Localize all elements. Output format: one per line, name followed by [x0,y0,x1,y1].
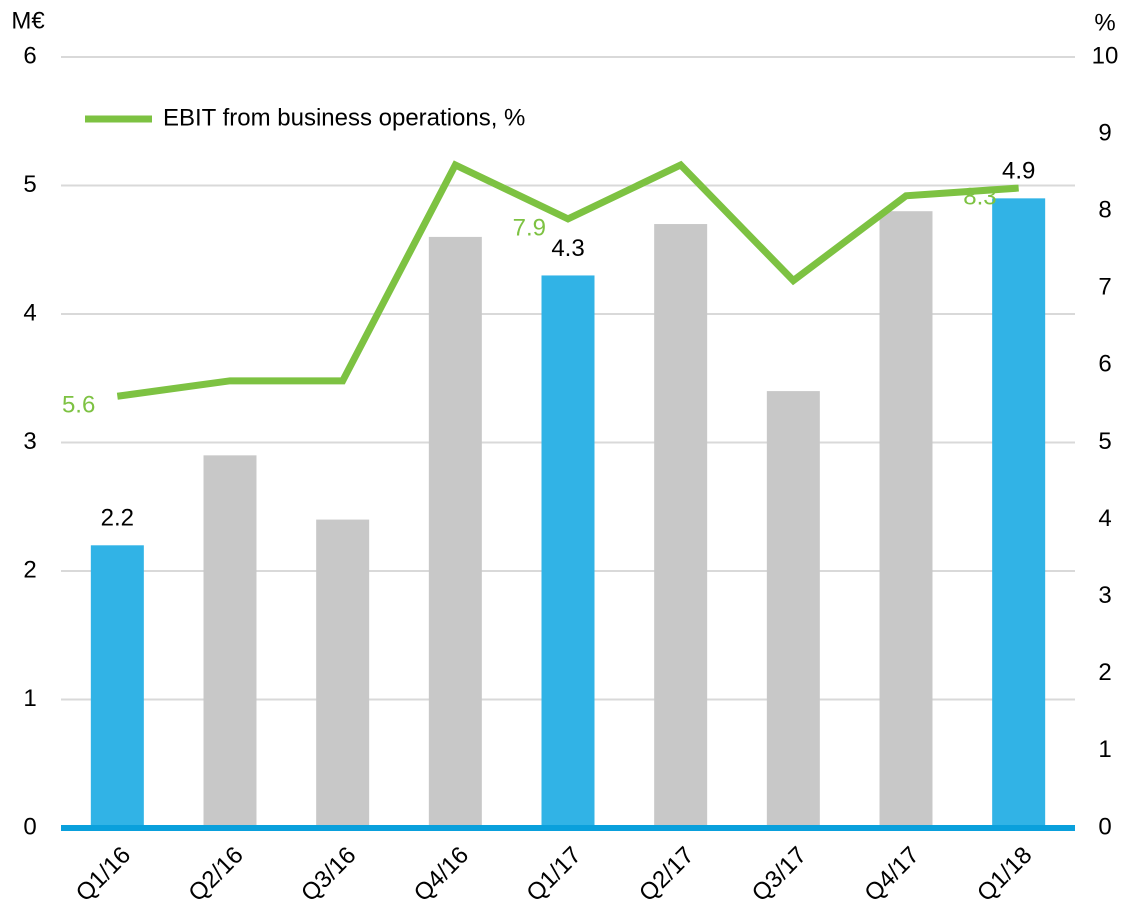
y-tick-label: 5 [23,171,36,198]
bar-label: 4.9 [1002,158,1035,185]
y-tick-label: 3 [23,428,36,455]
bar [428,236,482,828]
y2-tick-label: 0 [1098,813,1111,840]
y2-tick-label: 9 [1098,119,1111,146]
y2-tick-label: 10 [1092,42,1119,69]
y2-tick-label: 7 [1098,274,1111,301]
bar-label: 4.3 [551,235,584,262]
y2-tick-label: 8 [1098,197,1111,224]
line [116,160,1019,400]
y2-unit: % [1094,9,1115,36]
x-tick-label: Q4/16 [409,842,474,907]
y-tick-label: 4 [23,299,36,326]
line-label: 7.9 [513,214,546,241]
x-tick-label: Q4/17 [859,842,924,907]
bar [879,211,933,828]
bar-label: 2.2 [101,505,134,532]
bar [654,224,708,829]
y2-tick-label: 3 [1098,582,1111,609]
y-unit: M€ [11,7,45,34]
y-tick-label: 0 [23,813,36,840]
y-tick-label: 1 [23,685,36,712]
x-tick-label: Q1/16 [71,842,136,907]
y-tick-label: 6 [23,42,36,69]
bar [541,275,595,828]
y2-tick-label: 4 [1098,505,1111,532]
y2-tick-label: 2 [1098,659,1111,686]
x-tick-label: Q1/18 [972,842,1037,907]
line-label: 5.6 [62,392,95,419]
x-tick-label: Q3/17 [747,842,812,907]
bar [90,545,144,828]
bar [316,519,370,828]
bar [766,391,820,828]
x-tick-label: Q2/16 [183,842,248,907]
y2-tick-label: 6 [1098,351,1111,378]
bar [203,455,257,828]
x-tick-label: Q1/17 [521,842,586,907]
x-tick-label: Q2/17 [634,842,699,907]
y2-tick-label: 1 [1098,736,1111,763]
y-tick-label: 2 [23,556,36,583]
line-label: 8.3 [963,183,996,210]
bar [992,198,1046,829]
legend-label: EBIT from business operations, % [163,104,525,131]
y2-tick-label: 5 [1098,428,1111,455]
x-tick-label: Q3/16 [296,842,361,907]
